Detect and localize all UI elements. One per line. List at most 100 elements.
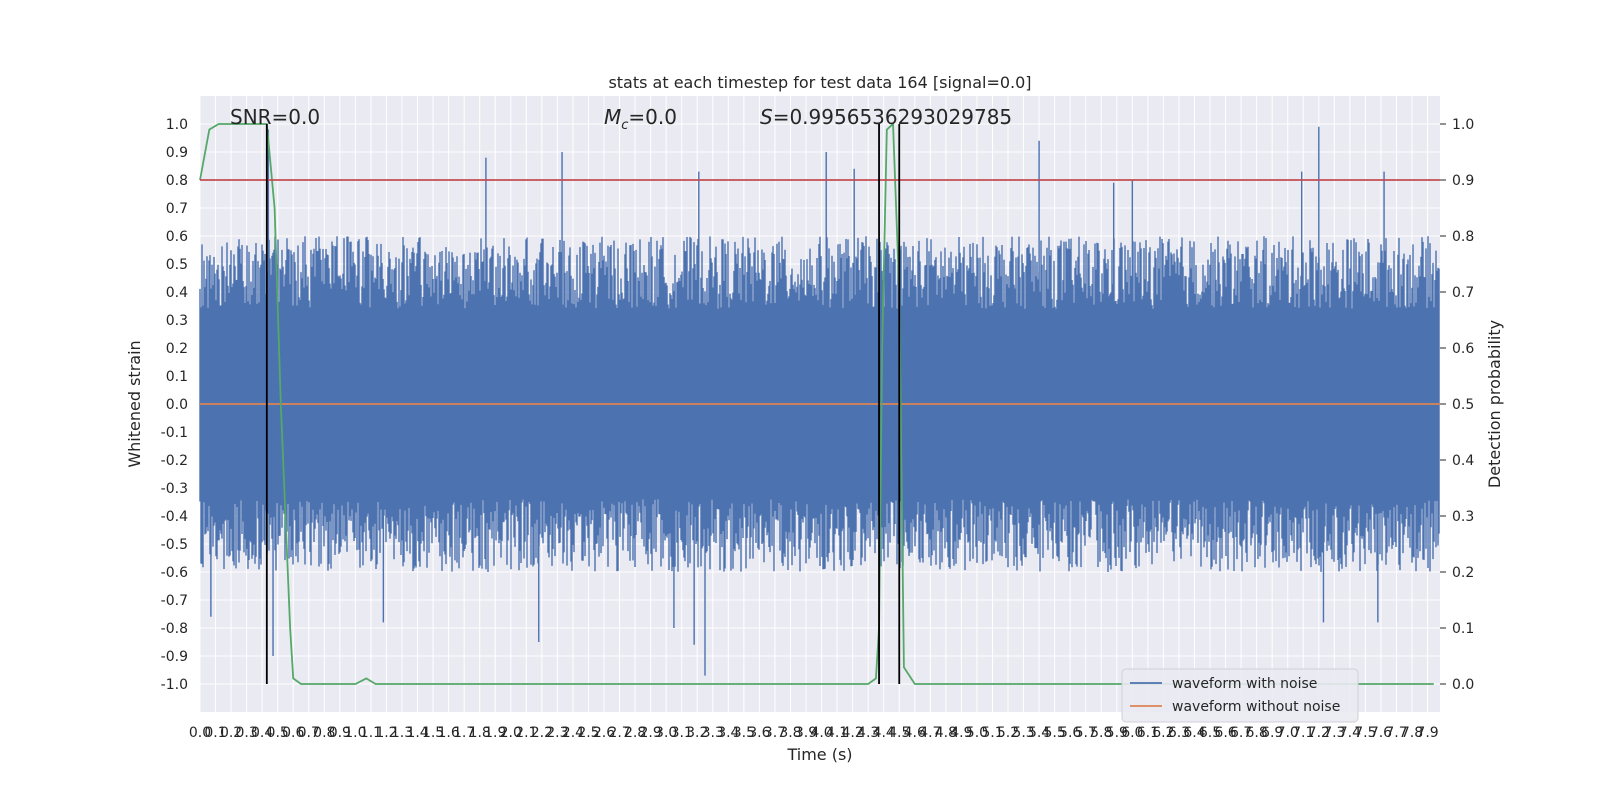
y-tick-label: 0.8 (166, 173, 188, 189)
y-right-tick-labels: 0.0 0.1 0.2 0.3 0.4 0.5 0.6 0.7 0.8 0.9 1.0 (1440, 117, 1474, 693)
y-right-tick-label: 0.8 (1452, 229, 1474, 245)
x-tick-label: 1.2 (375, 725, 397, 741)
x-tick-label: 1.8 (469, 725, 491, 741)
y-tick-label: -0.9 (161, 649, 188, 665)
x-tick-label: 2.1 (515, 725, 537, 741)
s-annotation: S=0.9956536293029785 (760, 105, 1012, 129)
x-tick-label: 1.9 (484, 725, 506, 741)
x-tick-labels: 0.00.10.20.30.40.50.60.70.80.91.01.11.21… (189, 725, 1439, 741)
x-tick-label: 7.8 (1401, 725, 1423, 741)
x-tick-label: 3.1 (671, 725, 693, 741)
x-tick-label: 7.0 (1277, 725, 1299, 741)
x-tick-label: 2.0 (500, 725, 522, 741)
x-tick-label: 0.2 (220, 725, 242, 741)
x-tick-label: 7.9 (1416, 725, 1438, 741)
y-right-tick-label: 0.7 (1452, 285, 1474, 301)
x-tick-label: 4.4 (873, 725, 895, 741)
y-axis-label: Whitened strain (125, 340, 144, 467)
y-tick-label: -0.5 (161, 537, 188, 553)
x-tick-label: 2.8 (624, 725, 646, 741)
y-right-tick-label: 0.0 (1452, 677, 1474, 693)
x-tick-label: 5.9 (1106, 725, 1128, 741)
x-tick-label: 0.8 (313, 725, 335, 741)
x-tick-label: 5.2 (997, 725, 1019, 741)
x-tick-label: 7.1 (1292, 725, 1314, 741)
y-tick-label: 0.6 (166, 229, 188, 245)
y-tick-label: 0.7 (166, 201, 188, 217)
x-tick-label: 3.8 (779, 725, 801, 741)
x-tick-label: 0.4 (251, 725, 273, 741)
y-tick-label: 1.0 (166, 117, 188, 133)
x-tick-label: 4.0 (810, 725, 832, 741)
x-tick-label: 6.4 (1183, 725, 1205, 741)
y-right-tick-label: 0.1 (1452, 621, 1474, 637)
legend-label-noise: waveform with noise (1172, 676, 1317, 692)
x-tick-label: 6.9 (1261, 725, 1283, 741)
x-tick-label: 5.6 (1059, 725, 1081, 741)
x-tick-label: 5.7 (1075, 725, 1097, 741)
x-tick-label: 1.0 (344, 725, 366, 741)
x-tick-label: 1.5 (422, 725, 444, 741)
mc-annotation: Mc=0.0 (604, 105, 677, 133)
x-tick-label: 1.4 (406, 725, 428, 741)
x-tick-label: 5.0 (966, 725, 988, 741)
vertical-lines (265, 124, 901, 684)
x-tick-label: 5.8 (1090, 725, 1112, 741)
x-tick-label: 6.7 (1230, 725, 1252, 741)
x-axis-label: Time (s) (786, 745, 852, 764)
x-tick-label: 6.2 (1152, 725, 1174, 741)
mc-value: =0.0 (628, 105, 677, 129)
x-tick-label: 6.3 (1168, 725, 1190, 741)
y-tick-label: 0.5 (166, 257, 188, 273)
y-right-tick-label: 0.4 (1452, 453, 1474, 469)
y-tick-label: -0.2 (161, 453, 188, 469)
x-tick-label: 3.0 (655, 725, 677, 741)
x-tick-label: 7.3 (1323, 725, 1345, 741)
x-tick-label: 4.3 (857, 725, 879, 741)
x-tick-label: 2.4 (562, 725, 584, 741)
y-right-tick-label: 0.6 (1452, 341, 1474, 357)
snr-annotation: SNR=0.0 (230, 105, 320, 129)
x-tick-label: 1.7 (453, 725, 475, 741)
chart-title: stats at each timestep for test data 164… (608, 73, 1031, 92)
x-tick-label: 4.9 (950, 725, 972, 741)
x-tick-label: 1.6 (437, 725, 459, 741)
x-tick-label: 4.2 (841, 725, 863, 741)
x-tick-label: 6.0 (1121, 725, 1143, 741)
x-tick-label: 2.2 (531, 725, 553, 741)
y-tick-label: -0.1 (161, 425, 188, 441)
y-tick-label: -0.7 (161, 593, 188, 609)
x-tick-label: 2.6 (593, 725, 615, 741)
x-tick-label: 5.4 (1028, 725, 1050, 741)
y-right-axis-label: Detection probability (1485, 320, 1504, 488)
y-tick-label: -0.3 (161, 481, 188, 497)
x-tick-label: 4.5 (888, 725, 910, 741)
mc-subscript: c (621, 118, 628, 133)
x-tick-label: 3.6 (748, 725, 770, 741)
s-symbol: S (760, 105, 773, 129)
y-right-tick-label: 0.2 (1452, 565, 1474, 581)
x-tick-label: 7.7 (1385, 725, 1407, 741)
x-tick-label: 3.2 (686, 725, 708, 741)
x-tick-label: 3.9 (795, 725, 817, 741)
legend-box (1121, 668, 1359, 723)
x-tick-label: 5.1 (981, 725, 1003, 741)
x-tick-label: 4.7 (919, 725, 941, 741)
x-tick-label: 2.3 (546, 725, 568, 741)
x-tick-label: 0.0 (189, 725, 211, 741)
x-tick-label: 4.8 (935, 725, 957, 741)
y-tick-label: -0.8 (161, 621, 188, 637)
x-tick-label: 2.7 (608, 725, 630, 741)
x-tick-label: 3.3 (702, 725, 724, 741)
x-tick-label: 0.7 (298, 725, 320, 741)
mc-symbol: M (604, 105, 621, 129)
x-tick-label: 0.1 (204, 725, 226, 741)
y-right-tick-label: 0.9 (1452, 173, 1474, 189)
y-tick-label: 0.9 (166, 145, 188, 161)
y-tick-label: 0.1 (166, 369, 188, 385)
y-right-tick-label: 1.0 (1452, 117, 1474, 133)
x-tick-label: 6.8 (1246, 725, 1268, 741)
y-tick-label: -1.0 (161, 677, 188, 693)
legend-label-clean: waveform without noise (1172, 699, 1340, 715)
